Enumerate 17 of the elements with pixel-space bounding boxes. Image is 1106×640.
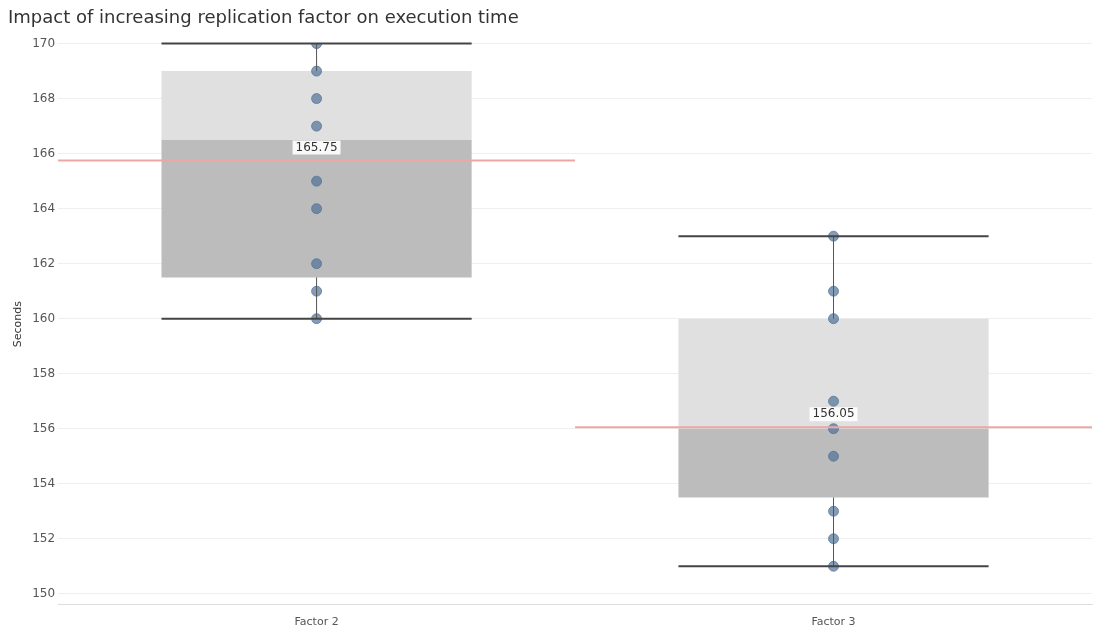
y-axis-title: Seconds xyxy=(11,300,25,348)
y-tick-label: 170 xyxy=(32,35,56,50)
y-tick-label: 152 xyxy=(32,530,56,545)
x-tick-label: Factor 2 xyxy=(294,615,339,629)
ref-line-label: 156.05 xyxy=(812,406,855,421)
y-tick-label: 168 xyxy=(32,90,56,105)
y-tick-label: 154 xyxy=(32,475,56,490)
y-tick-label: 156 xyxy=(32,420,56,435)
ref-line-label: 165.75 xyxy=(295,139,338,154)
y-tick-label: 166 xyxy=(32,145,56,160)
y-tick-label: 162 xyxy=(32,255,56,270)
y-tick-label: 164 xyxy=(32,200,56,215)
chart-title: Impact of increasing replication factor on execution time xyxy=(8,6,519,28)
x-tick-label: Factor 3 xyxy=(811,615,856,629)
y-tick-label: 150 xyxy=(32,585,56,600)
y-tick-label: 158 xyxy=(32,365,56,380)
y-tick-label: 160 xyxy=(32,310,56,325)
